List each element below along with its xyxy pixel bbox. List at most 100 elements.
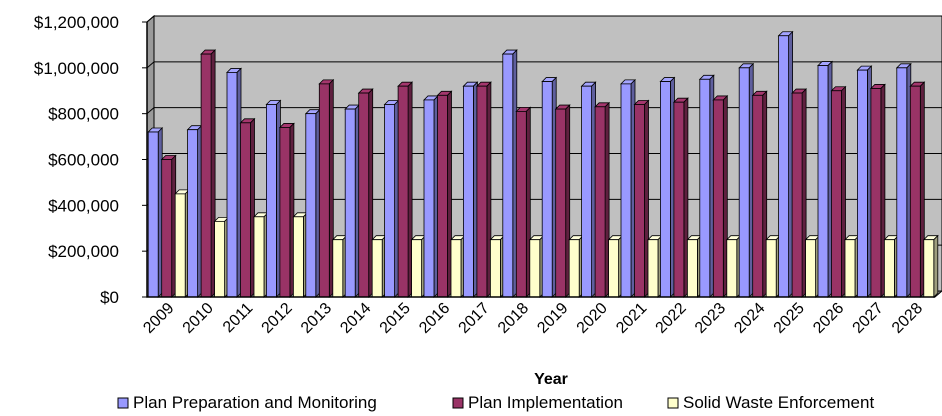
- x-tick-label: 2021: [613, 300, 650, 337]
- bar: [160, 154, 177, 298]
- bar-front: [831, 90, 842, 298]
- bar-front: [240, 122, 251, 298]
- x-tick-label: 2025: [771, 300, 808, 337]
- bar: [686, 234, 703, 298]
- bar: [698, 74, 715, 298]
- legend-item: Solid Waste Enforcement: [667, 393, 874, 412]
- gridline-side: [146, 107, 155, 115]
- bar-front: [765, 239, 777, 298]
- bar-front: [187, 129, 199, 298]
- x-tick-label: 2018: [495, 300, 532, 337]
- legend-item: Plan Preparation and Monitoring: [117, 393, 377, 412]
- bar-front: [305, 113, 317, 298]
- bar: [186, 124, 203, 298]
- bar: [410, 234, 427, 298]
- y-tick-label: $1,000,000: [34, 59, 119, 78]
- bar-front: [817, 65, 829, 298]
- y-tick-label: $0: [100, 288, 119, 307]
- bar-front: [699, 78, 711, 298]
- bar: [751, 90, 768, 298]
- bar-front: [358, 92, 370, 298]
- bar: [844, 234, 860, 298]
- x-tick-label: 2012: [259, 300, 296, 337]
- bar-front: [502, 53, 514, 298]
- bar: [817, 60, 833, 298]
- x-tick-label: 2022: [653, 300, 690, 337]
- bar-front: [687, 239, 698, 298]
- bar-front: [541, 81, 553, 298]
- x-tick-label: 2015: [377, 300, 414, 337]
- x-tick-label: 2028: [889, 300, 926, 337]
- bar: [620, 78, 636, 298]
- bar-front: [226, 72, 238, 298]
- bar: [200, 49, 217, 298]
- bar-front: [620, 83, 632, 298]
- bar-front: [318, 83, 330, 298]
- bar: [436, 90, 453, 298]
- x-tick-label: 2010: [180, 300, 217, 337]
- bar-front: [909, 85, 921, 298]
- bar-front: [896, 67, 908, 298]
- bar: [450, 234, 466, 298]
- bar-side: [933, 234, 939, 298]
- bar: [830, 85, 847, 298]
- bar: [515, 106, 532, 298]
- bar: [922, 234, 939, 298]
- legend-item: Plan Implementation: [452, 393, 623, 412]
- bar: [738, 62, 755, 298]
- bar: [213, 216, 230, 298]
- legend-swatch: [452, 397, 464, 409]
- bar: [633, 99, 650, 298]
- bar-front: [752, 94, 764, 298]
- bar-front: [805, 239, 816, 298]
- bar: [344, 104, 361, 298]
- bar-front: [791, 92, 803, 298]
- bar: [292, 211, 309, 298]
- bar-front: [738, 67, 750, 298]
- bar-front: [174, 193, 186, 298]
- bar-front: [161, 159, 173, 298]
- bar: [607, 234, 624, 298]
- bar-front: [384, 104, 396, 298]
- bar: [423, 94, 439, 298]
- bar: [647, 234, 663, 298]
- bar-front: [332, 239, 344, 298]
- legend-label: Solid Waste Enforcement: [683, 393, 874, 412]
- bar: [765, 234, 782, 298]
- gridline-side: [146, 15, 155, 23]
- x-tick-label: 2013: [298, 300, 335, 337]
- x-tick-labels: 2009 2010 2011 2012 2013 2014 2015 2016 2017 2018…: [140, 300, 926, 337]
- bar: [528, 234, 545, 298]
- y-tick-label: $600,000: [48, 151, 119, 170]
- legend-label: Plan Implementation: [468, 393, 623, 412]
- bar-front: [476, 85, 488, 298]
- bar: [568, 234, 585, 298]
- bar-front: [253, 216, 265, 298]
- bar: [304, 108, 321, 298]
- bar-front: [515, 110, 527, 298]
- bar: [777, 30, 794, 298]
- bar: [397, 81, 414, 298]
- bar-front: [712, 99, 724, 298]
- bar-front: [870, 88, 882, 298]
- bar: [147, 127, 164, 298]
- bar: [239, 117, 256, 298]
- bar-front: [344, 108, 356, 298]
- axes: [142, 21, 935, 298]
- legend-label: Plan Preparation and Monitoring: [133, 393, 377, 412]
- bar: [265, 99, 282, 298]
- x-tick-label: 2009: [140, 300, 177, 337]
- bar-front: [200, 53, 212, 298]
- x-tick-label: 2016: [416, 300, 453, 337]
- y-tick-label: $1,200,000: [34, 13, 119, 32]
- bar: [331, 234, 348, 298]
- x-tick-label: 2019: [534, 300, 571, 337]
- x-tick-label: 2027: [850, 300, 887, 337]
- y-tick-label: $800,000: [48, 105, 119, 124]
- bar: [594, 101, 611, 298]
- bar: [357, 88, 374, 298]
- y-tick-labels: $0 $200,000 $400,000 $600,000 $800,000 $1,000…: [34, 13, 119, 307]
- bar: [909, 81, 926, 298]
- bar-front: [529, 239, 541, 298]
